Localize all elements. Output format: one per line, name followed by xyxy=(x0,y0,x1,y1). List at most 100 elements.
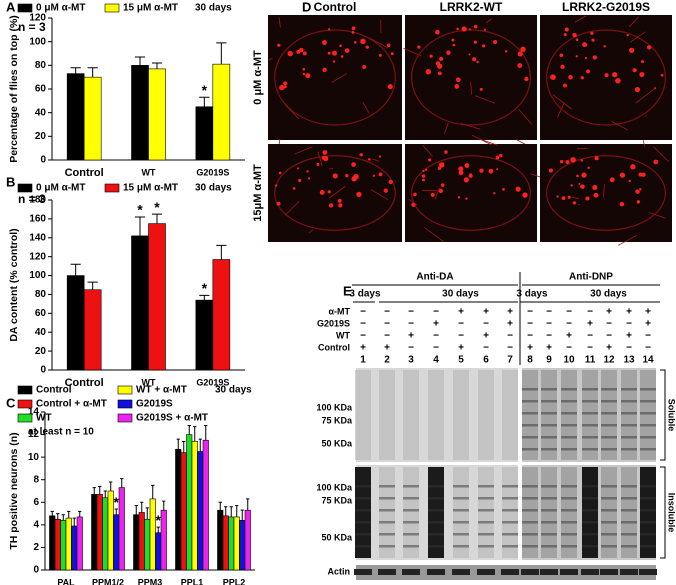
significance: * xyxy=(154,199,160,215)
projection xyxy=(372,158,380,162)
row-label: 15μM α-MT xyxy=(252,164,264,222)
band xyxy=(402,569,420,575)
sign: − xyxy=(384,319,390,330)
sign: − xyxy=(606,319,612,330)
error-bar xyxy=(114,508,118,515)
projection xyxy=(284,200,300,216)
y-tick-label: 20 xyxy=(35,346,47,357)
y-tick-label: 60 xyxy=(35,84,47,95)
neuron xyxy=(522,192,528,198)
significance: * xyxy=(202,280,208,296)
sign: − xyxy=(645,331,651,342)
neuron xyxy=(430,192,435,197)
band xyxy=(541,424,557,427)
brain-outline xyxy=(274,155,396,231)
error-bar xyxy=(56,513,60,520)
projection xyxy=(571,196,579,199)
lane xyxy=(561,370,577,460)
sign: + xyxy=(360,343,366,354)
band xyxy=(582,485,598,488)
band xyxy=(427,569,445,575)
y-tick-label: 160 xyxy=(29,214,46,225)
sign: − xyxy=(546,331,552,342)
band xyxy=(502,497,518,500)
bar xyxy=(155,532,162,571)
band xyxy=(561,436,577,439)
neuron xyxy=(279,84,285,91)
sign: + xyxy=(507,319,513,330)
bar xyxy=(244,509,251,571)
neuron xyxy=(278,171,282,175)
error-bar xyxy=(229,506,233,517)
band xyxy=(582,448,598,451)
sign: − xyxy=(566,343,572,354)
neuron xyxy=(639,188,642,191)
band xyxy=(379,521,395,524)
band xyxy=(561,485,577,488)
error-bar xyxy=(193,426,197,442)
neuron xyxy=(316,162,320,166)
x-tick-label: PPL2 xyxy=(223,577,246,585)
band xyxy=(621,521,637,524)
sign: − xyxy=(408,319,414,330)
lane-number: 8 xyxy=(527,355,533,366)
bar xyxy=(133,514,140,571)
note: 30 days xyxy=(195,183,232,194)
projection xyxy=(308,229,314,234)
projection xyxy=(294,146,313,155)
note: 30 days xyxy=(215,385,252,396)
band xyxy=(582,424,598,427)
error-bar xyxy=(120,478,124,488)
legend-label: Control + α-MT xyxy=(36,399,107,410)
sign: − xyxy=(645,343,651,354)
neuron xyxy=(473,24,478,29)
band xyxy=(601,412,617,415)
panel-label: C xyxy=(6,395,16,410)
bar xyxy=(66,275,85,371)
bar xyxy=(131,235,149,371)
sign: + xyxy=(606,343,612,354)
projection xyxy=(645,114,647,117)
neuron xyxy=(570,184,573,187)
band xyxy=(640,448,656,451)
projection xyxy=(649,212,666,219)
sign: − xyxy=(384,307,390,318)
neuron xyxy=(476,60,479,64)
bar xyxy=(83,76,102,161)
y-tick-label: 0 xyxy=(40,365,46,376)
error-bar xyxy=(187,425,191,435)
marker-label: 50 KDa xyxy=(321,532,353,542)
neuron xyxy=(517,51,523,57)
projection xyxy=(268,57,273,61)
band xyxy=(582,533,598,536)
error-bar xyxy=(87,281,98,290)
neuron xyxy=(274,184,278,187)
neuron xyxy=(563,83,567,88)
neuron xyxy=(328,203,334,208)
neuron xyxy=(587,166,590,170)
band xyxy=(601,424,617,427)
sign: − xyxy=(626,343,632,354)
neuron xyxy=(292,187,296,190)
band xyxy=(478,485,494,488)
bar xyxy=(66,73,85,161)
projection xyxy=(602,184,605,198)
sign: − xyxy=(507,331,513,342)
neuron xyxy=(572,201,577,205)
neuron xyxy=(479,87,483,91)
band xyxy=(621,533,637,536)
band xyxy=(621,497,637,500)
legend-label: G2019S xyxy=(136,399,173,410)
period-label: 3 days xyxy=(516,289,548,300)
brain-outline xyxy=(411,29,532,126)
neuron xyxy=(495,155,500,160)
neuron xyxy=(483,28,487,31)
neuron xyxy=(520,46,526,52)
band xyxy=(453,521,469,524)
bar xyxy=(195,299,214,371)
band xyxy=(640,424,656,427)
bar xyxy=(102,497,109,571)
bar xyxy=(96,494,103,571)
error-bar xyxy=(134,505,138,515)
band xyxy=(621,485,637,488)
